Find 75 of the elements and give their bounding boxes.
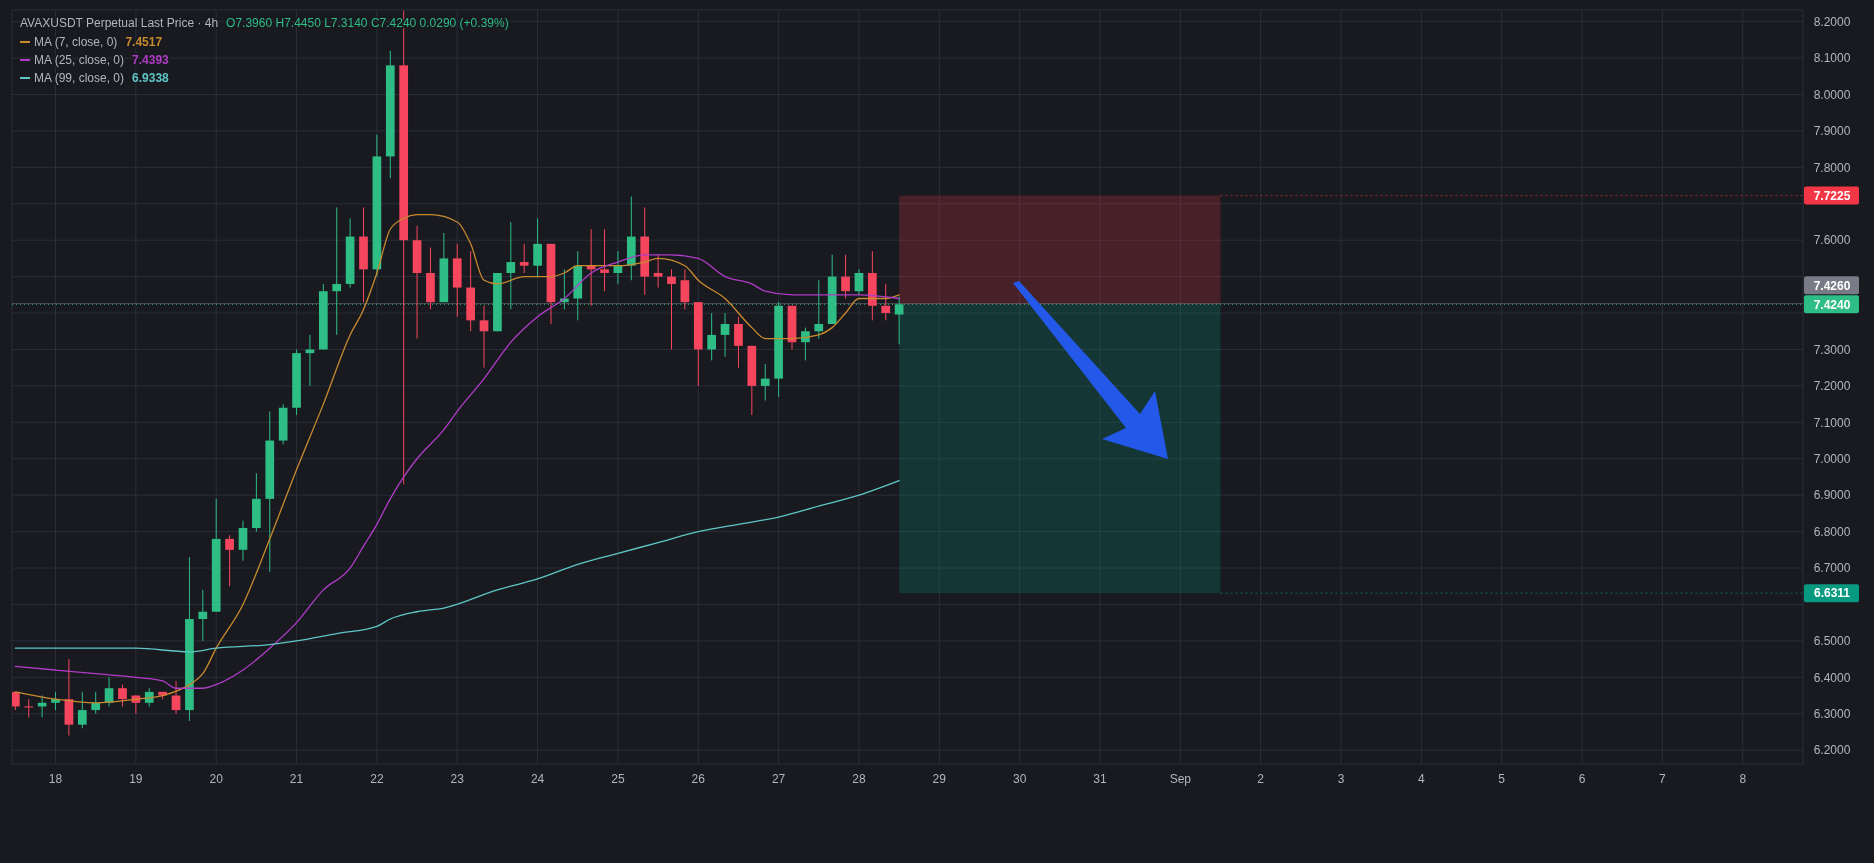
x-tick-label: Sep	[1169, 772, 1192, 786]
candlestick	[225, 534, 234, 587]
legend-label: MA (99, close, 0)	[34, 71, 125, 85]
y-tick-label: 6.7000	[1813, 561, 1851, 576]
x-tick-label: 21	[289, 772, 304, 786]
candlestick	[600, 228, 609, 292]
candlestick	[332, 206, 342, 336]
candlestick	[305, 334, 315, 387]
x-tick-label: 30	[1012, 772, 1027, 786]
candlestick	[24, 698, 34, 718]
x-tick-label: 27	[771, 772, 786, 786]
candlestick	[667, 268, 676, 350]
x-tick-label: 4	[1418, 772, 1426, 786]
band-label: 6.6311	[1813, 586, 1851, 601]
y-tick-label: 6.5000	[1813, 634, 1851, 649]
candlestick	[881, 283, 891, 321]
legend-label: MA (7, close, 0)	[34, 35, 118, 49]
x-tick-label: 22	[370, 772, 384, 786]
candlestick	[533, 217, 542, 278]
annotation: 7.4517	[125, 35, 163, 49]
x-tick-label: 31	[1093, 772, 1107, 786]
candlestick	[734, 316, 743, 369]
candlestick	[118, 684, 127, 707]
x-tick-label: 28	[852, 772, 866, 786]
candlestick	[560, 268, 569, 310]
candlestick	[841, 254, 850, 299]
y-tick-label: 6.9000	[1813, 488, 1851, 503]
x-tick-label: 2	[1257, 772, 1265, 786]
x-tick-label: 8	[1739, 772, 1747, 786]
candlestick	[653, 254, 663, 289]
y-tick-label: 6.2000	[1813, 743, 1851, 758]
annotation: 7.4393	[132, 53, 170, 67]
y-tick-label: 6.8000	[1813, 524, 1851, 539]
x-tick-label: 23	[450, 772, 465, 786]
y-tick-label: 7.1000	[1813, 415, 1851, 430]
x-tick-label: 29	[932, 772, 947, 786]
x-tick-label: 18	[48, 772, 63, 786]
candlestick	[198, 589, 208, 642]
y-tick-label: 7.9000	[1813, 124, 1851, 139]
candlestick	[238, 520, 248, 562]
candlestick	[720, 312, 730, 358]
text: AVAXUSDT Perpetual Last Price · 4h	[20, 16, 219, 30]
y-tick-label: 6.4000	[1813, 670, 1851, 685]
candlestick	[760, 363, 770, 401]
x-tick-label: 7	[1659, 772, 1667, 786]
y-tick-label: 8.2000	[1813, 14, 1851, 29]
x-tick-label: 24	[530, 772, 545, 786]
x-tick-label: 25	[611, 772, 625, 786]
ref-line-label: 7.4240	[1813, 297, 1851, 312]
legend-label: MA (25, close, 0)	[34, 53, 125, 67]
x-tick-label: 20	[209, 772, 224, 786]
candlestick	[801, 327, 810, 361]
candlestick	[707, 312, 717, 361]
x-tick-label: 6	[1578, 772, 1586, 786]
ref-line-label: 7.4260	[1813, 278, 1851, 293]
y-tick-label: 7.8000	[1813, 160, 1851, 175]
x-tick-label: 5	[1498, 772, 1506, 786]
y-tick-label: 7.0000	[1813, 451, 1851, 466]
y-tick-label: 7.6000	[1813, 233, 1851, 248]
x-tick-label: 19	[129, 772, 143, 786]
candlestick	[519, 243, 529, 274]
candlestick	[680, 268, 690, 310]
y-tick-label: 7.2000	[1813, 379, 1851, 394]
candlestick	[854, 268, 864, 296]
x-tick-label: 26	[691, 772, 706, 786]
candlestick	[479, 305, 489, 369]
x-tick-label: 3	[1337, 772, 1345, 786]
y-tick-label: 8.1000	[1813, 51, 1851, 66]
candlestick	[77, 691, 87, 729]
y-tick-label: 6.3000	[1813, 706, 1851, 721]
y-tick-label: 8.0000	[1813, 87, 1851, 102]
y-tick-label: 7.3000	[1813, 342, 1851, 357]
band-label: 7.7225	[1813, 188, 1851, 203]
annotation: 6.9338	[132, 71, 170, 85]
candlestick	[91, 691, 101, 715]
